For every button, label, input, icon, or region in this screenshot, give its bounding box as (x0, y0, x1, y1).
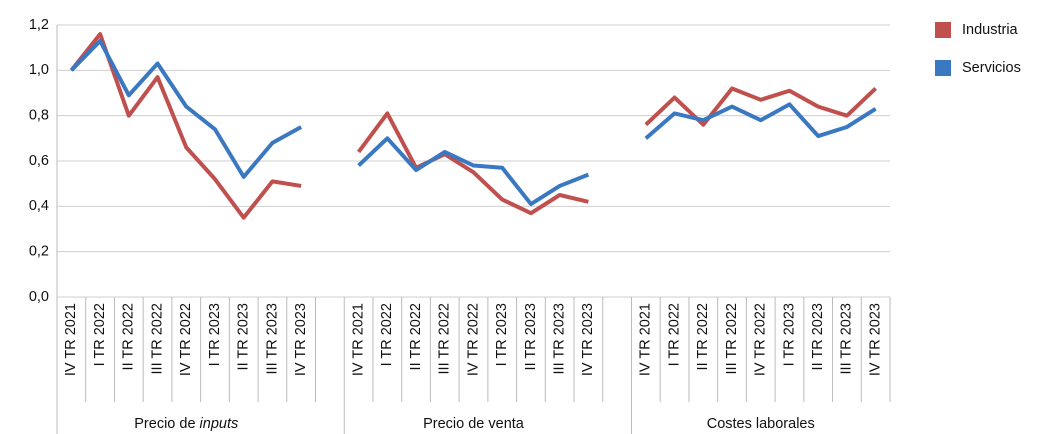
x-tick-label: I TR 2022 (92, 303, 108, 366)
x-tick-label: III TR 2022 (437, 303, 453, 374)
x-tick-label: III TR 2022 (149, 303, 165, 374)
y-tick-label: 0,4 (29, 198, 49, 214)
x-tick-label: II TR 2023 (236, 303, 252, 370)
legend-swatch (935, 60, 951, 76)
x-tick-label: IV TR 2023 (580, 303, 596, 376)
group-label-part: Costes laborales (707, 416, 815, 432)
x-tick-label: IV TR 2021 (350, 303, 366, 376)
group-label-part: Precio de (134, 416, 199, 432)
group-label-part: Precio de venta (423, 416, 525, 432)
x-tick-label: III TR 2023 (264, 303, 280, 374)
x-tick-label: I TR 2023 (494, 303, 510, 366)
y-tick-label: 1,2 (29, 17, 49, 33)
group-label: Precio de venta (423, 416, 525, 432)
x-tick-label: III TR 2022 (724, 303, 740, 374)
y-tick-label: 0,0 (29, 289, 49, 305)
y-tick-label: 0,6 (29, 153, 49, 169)
x-tick-label: IV TR 2023 (867, 303, 883, 376)
x-tick-label: IV TR 2023 (293, 303, 309, 376)
legend-swatch (935, 22, 951, 38)
x-tick-label: I TR 2023 (207, 303, 223, 366)
x-tick-label: I TR 2023 (781, 303, 797, 366)
x-tick-label: II TR 2022 (695, 303, 711, 370)
series-line (69, 38, 877, 207)
legend-label: Servicios (962, 60, 1021, 76)
x-tick-label: II TR 2022 (408, 303, 424, 370)
x-tick-label: IV TR 2021 (638, 303, 654, 376)
legend-label: Industria (962, 22, 1019, 38)
series-line (69, 32, 878, 220)
x-tick-label: IV TR 2022 (178, 303, 194, 376)
x-tick-label: IV TR 2022 (753, 303, 769, 376)
x-tick-label: II TR 2023 (810, 303, 826, 370)
x-tick-label: I TR 2022 (379, 303, 395, 366)
x-tick-label: I TR 2022 (666, 303, 682, 366)
x-tick-label: III TR 2023 (552, 303, 568, 374)
x-tick-label: II TR 2022 (121, 303, 137, 370)
y-tick-label: 0,8 (29, 107, 49, 123)
x-tick-label: IV TR 2021 (63, 303, 79, 376)
group-label-part: inputs (200, 416, 239, 432)
x-tick-label: III TR 2023 (839, 303, 855, 374)
y-tick-label: 0,2 (29, 243, 49, 259)
group-label: Costes laborales (707, 416, 815, 432)
x-tick-label: IV TR 2022 (465, 303, 481, 376)
y-tick-label: 1,0 (29, 62, 49, 78)
group-label: Precio de inputs (134, 416, 238, 432)
x-tick-label: II TR 2023 (523, 303, 539, 370)
